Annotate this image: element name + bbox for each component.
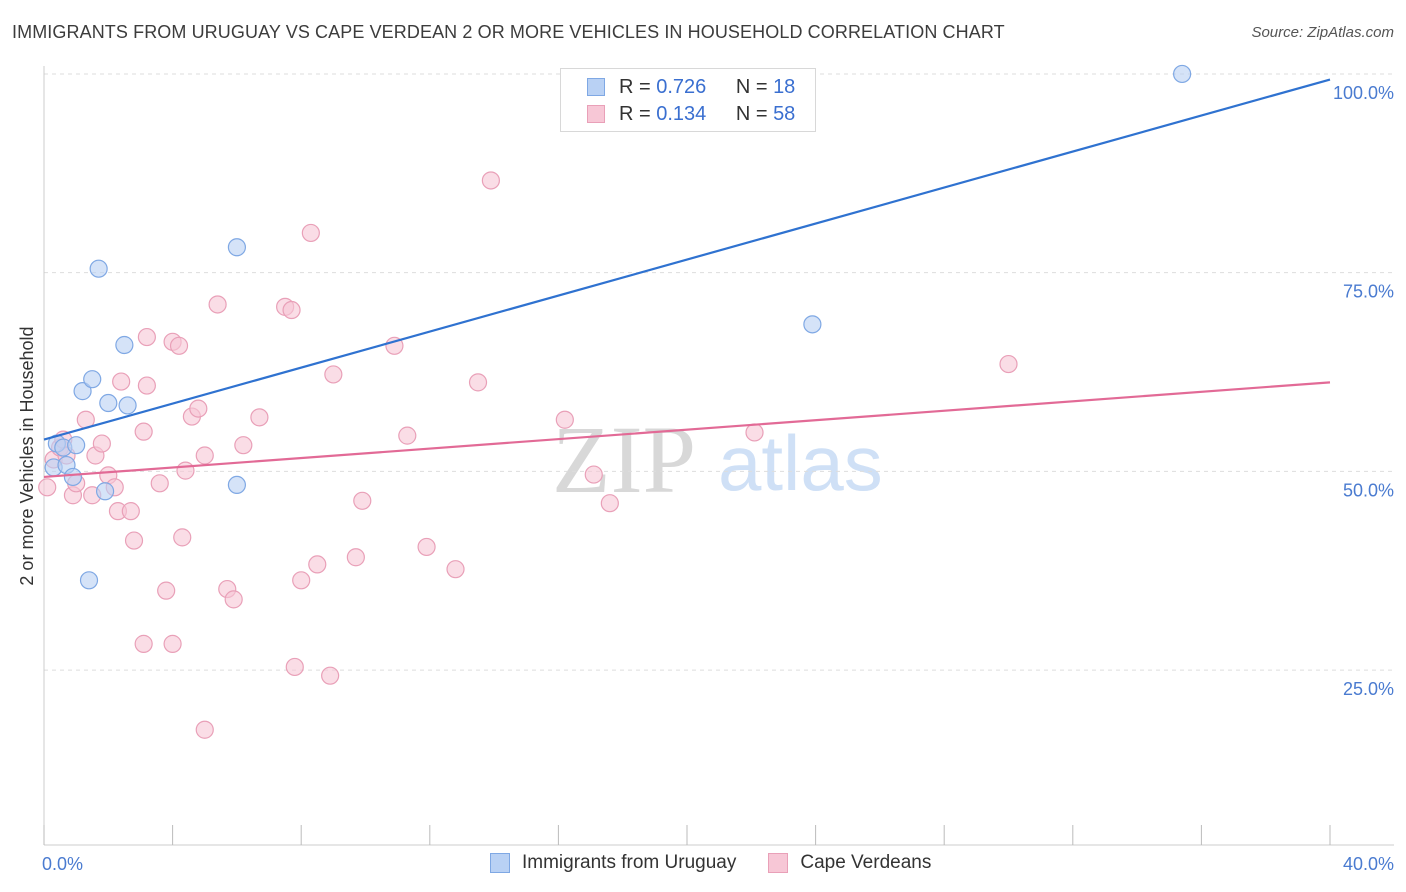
cape-verdean-point xyxy=(163,634,182,653)
cape-verdean-point xyxy=(446,560,465,579)
gridlines xyxy=(44,73,1394,671)
y-axis-title: 2 or more Vehicles in Household xyxy=(17,326,37,585)
uruguay-point xyxy=(83,370,102,389)
y-tick-label: 75.0% xyxy=(1343,282,1394,302)
cape-verdean-point xyxy=(999,354,1018,374)
y-tick-label: 50.0% xyxy=(1343,480,1394,500)
uruguay-point xyxy=(79,571,99,590)
cape-verdean-point xyxy=(134,422,153,441)
series-legend-uruguay: Immigrants from Uruguay xyxy=(490,852,736,874)
legend-row-uruguay: R = 0.726 N = 18 xyxy=(587,74,795,100)
uruguay-point xyxy=(73,382,92,401)
cape-verdean-point xyxy=(285,657,304,677)
x-tick-label-max: 40.0% xyxy=(1343,854,1394,874)
uruguay-point xyxy=(118,396,137,415)
cape-verdean-point xyxy=(292,571,311,590)
legend-n-label: N = xyxy=(735,102,768,125)
uruguay-point xyxy=(1173,64,1192,84)
cape-verdean-point xyxy=(195,720,214,739)
series-legend-cape: Cape Verdeans xyxy=(768,852,931,874)
series-swatch-cape xyxy=(768,853,789,873)
trend-lines xyxy=(43,78,1331,479)
cape-verdean-point xyxy=(176,461,195,480)
uruguay-trend-line xyxy=(43,78,1331,441)
cape-verdean-point xyxy=(121,502,140,521)
cape-verdean-point xyxy=(173,528,192,547)
cape-verdean-point xyxy=(157,581,176,600)
chart-title: IMMIGRANTS FROM URUGUAY VS CAPE VERDEAN … xyxy=(12,22,1005,42)
uruguay-points xyxy=(44,64,1192,590)
axes xyxy=(43,66,1394,846)
cape-verdean-point xyxy=(353,491,372,510)
y-tick-labels: 25.0% 50.0% 75.0% 100.0% xyxy=(1333,83,1394,699)
legend-r-uruguay: 0.726 xyxy=(656,75,707,98)
cape-verdean-point xyxy=(189,399,208,418)
cape-verdean-point xyxy=(417,537,436,557)
cape-verdean-point xyxy=(137,376,156,395)
legend-swatch-cape xyxy=(587,105,605,123)
legend-n-label: N = xyxy=(735,75,768,98)
watermark-zip: ZIP xyxy=(552,406,696,513)
cape-verdean-point xyxy=(195,446,214,465)
cape-verdean-point xyxy=(234,436,253,455)
cape-verdean-point xyxy=(398,426,417,445)
cape-verdean-point xyxy=(301,223,320,243)
watermark-atlas: atlas xyxy=(718,419,883,507)
cape-verdean-point xyxy=(134,634,153,653)
cape-verdean-point xyxy=(112,372,131,391)
uruguay-point xyxy=(95,482,115,501)
series-name-cape: Cape Verdeans xyxy=(800,852,932,873)
cape-verdean-point xyxy=(745,423,764,442)
cape-verdean-point xyxy=(321,666,340,685)
cape-verdean-point xyxy=(308,555,327,574)
cape-verdean-point xyxy=(346,548,365,567)
watermark: ZIP atlas xyxy=(552,406,883,513)
legend-r-label: R = xyxy=(619,75,651,98)
cape-verdean-point xyxy=(150,474,169,493)
cape-verdean-point xyxy=(250,408,269,427)
legend-n-cape: 58 xyxy=(773,102,796,125)
cape-verdean-point xyxy=(481,171,500,190)
legend-row-cape: R = 0.134 N = 58 xyxy=(587,101,795,127)
series-swatch-uruguay xyxy=(490,853,510,873)
y-tick-label: 100.0% xyxy=(1333,83,1394,103)
cape-verdean-point xyxy=(468,373,488,392)
uruguay-point xyxy=(227,238,246,257)
legend-n-uruguay: 18 xyxy=(773,75,796,98)
cape-verdean-point xyxy=(555,410,574,429)
x-tick-label-min: 0.0% xyxy=(42,854,83,874)
cape-verdean-point xyxy=(224,590,243,609)
legend-r-label: R = xyxy=(619,102,651,125)
legend-r-cape: 0.134 xyxy=(656,102,707,125)
cape-verdeans-trend-line xyxy=(43,381,1331,479)
legend-swatch-uruguay xyxy=(587,78,605,96)
legend: R = 0.726 N = 18 R = 0.134 N = 58 xyxy=(560,68,816,132)
uruguay-point xyxy=(115,335,134,355)
y-tick-label: 25.0% xyxy=(1343,679,1394,699)
uruguay-point xyxy=(67,436,86,455)
cape-verdean-point xyxy=(584,465,603,484)
cape-verdean-point xyxy=(324,365,343,384)
uruguay-point xyxy=(227,475,246,495)
source-credit: Source: ZipAtlas.com xyxy=(1251,24,1394,41)
uruguay-point xyxy=(803,315,822,334)
series-name-uruguay: Immigrants from Uruguay xyxy=(522,852,737,873)
series-legend: Immigrants from Uruguay Cape Verdeans xyxy=(490,852,963,874)
uruguay-point xyxy=(99,393,118,413)
uruguay-point xyxy=(89,259,108,278)
uruguay-point xyxy=(63,467,83,487)
cape-verdean-point xyxy=(92,434,111,453)
cape-verdean-point xyxy=(282,300,301,320)
cape-verdean-point xyxy=(208,295,227,314)
cape-verdean-point xyxy=(124,531,144,550)
cape-verdeans-points xyxy=(38,171,1018,739)
cape-verdean-point xyxy=(169,336,189,355)
cape-verdean-point xyxy=(137,327,156,347)
x-ticks xyxy=(43,825,1331,845)
cape-verdean-point xyxy=(600,494,619,513)
cape-verdean-point xyxy=(38,478,57,497)
